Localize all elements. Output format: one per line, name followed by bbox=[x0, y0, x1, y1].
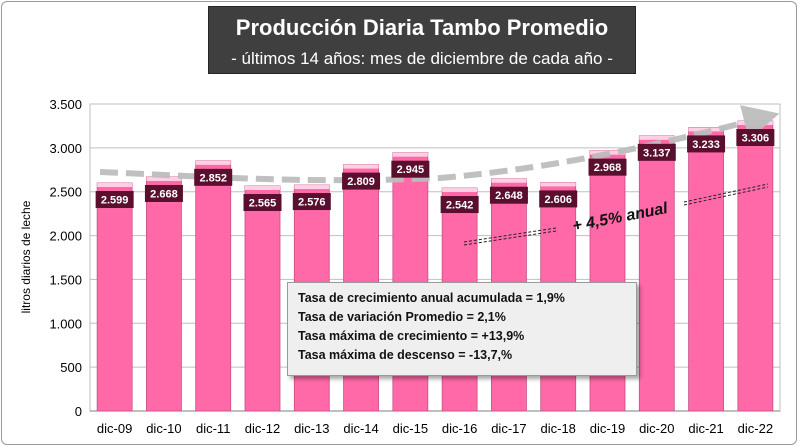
data-label-bg bbox=[292, 193, 331, 211]
bar bbox=[146, 176, 182, 412]
x-tick-label: dic-21 bbox=[688, 421, 723, 436]
data-label: 2.565 bbox=[249, 198, 277, 210]
data-label: 3.137 bbox=[643, 147, 671, 159]
bar bbox=[737, 120, 774, 412]
bar-top-highlight bbox=[639, 135, 675, 140]
data-label-bg bbox=[95, 191, 134, 209]
x-tick-label: dic-18 bbox=[541, 421, 576, 436]
bar-top-highlight bbox=[491, 178, 527, 183]
data-labels: 2.599 2.668 2.852 2.565 2.576 2.809 2.945 2.542… bbox=[95, 129, 775, 214]
stat-max-decline: Tasa máxima de descenso = -13,7,% bbox=[298, 348, 513, 362]
bar bbox=[195, 160, 232, 412]
bar-top-highlight bbox=[97, 183, 133, 188]
data-label-bg bbox=[539, 190, 578, 208]
y-tick-label: 3.000 bbox=[49, 141, 82, 156]
data-label-bg bbox=[144, 184, 183, 202]
trend-connector bbox=[463, 227, 557, 243]
x-tick-label: dic-22 bbox=[738, 421, 773, 436]
y-tick-label: 1.000 bbox=[49, 316, 82, 331]
x-tick-label: dic-19 bbox=[590, 421, 625, 436]
x-tick-label: dic-09 bbox=[97, 421, 132, 436]
x-tick-label: dic-16 bbox=[442, 421, 477, 436]
data-label: 2.606 bbox=[544, 194, 572, 206]
data-label-bg bbox=[687, 135, 726, 153]
bar-top-highlight bbox=[343, 164, 379, 169]
data-label-bg bbox=[440, 196, 479, 214]
data-label-bg bbox=[588, 158, 627, 176]
y-tick-label: 0 bbox=[75, 404, 82, 419]
x-tick-label: dic-20 bbox=[639, 421, 674, 436]
data-label-bg bbox=[637, 143, 676, 161]
bar-top-highlight bbox=[245, 186, 280, 191]
data-label-bg bbox=[243, 194, 282, 212]
data-label: 2.576 bbox=[298, 197, 326, 209]
chart-subtitle: - últimos 14 años: mes de diciembre de c… bbox=[231, 49, 613, 68]
data-label: 2.852 bbox=[199, 172, 227, 184]
data-label-bg bbox=[391, 160, 430, 178]
data-label: 2.668 bbox=[150, 188, 178, 200]
stat-average-variation: Tasa de variación Promedio = 2,1% bbox=[298, 310, 506, 324]
bar-top-highlight bbox=[540, 182, 576, 187]
trend-connector bbox=[683, 186, 769, 206]
data-label-bg bbox=[736, 129, 775, 147]
bar-top-highlight bbox=[294, 185, 330, 190]
bar-top-highlight bbox=[392, 152, 428, 157]
data-label: 2.599 bbox=[101, 195, 129, 207]
y-tick-label: 500 bbox=[60, 360, 82, 375]
data-label: 2.542 bbox=[446, 200, 474, 212]
trend-curve bbox=[99, 105, 780, 184]
bar-top-highlight bbox=[195, 160, 231, 165]
x-tick-label: dic-14 bbox=[343, 421, 378, 436]
stat-growth-accumulated: Tasa de crecimiento anual acumulada = 1,… bbox=[298, 291, 565, 305]
data-label-bg bbox=[489, 186, 528, 204]
stat-max-growth: Tasa máxima de crecimiento = +13,9% bbox=[298, 329, 525, 343]
y-axis-label: litros diarios de leche bbox=[19, 200, 33, 313]
bar bbox=[244, 185, 281, 412]
x-tick-label: dic-10 bbox=[146, 421, 181, 436]
y-tick-label: 2.000 bbox=[49, 229, 82, 244]
data-label: 3.233 bbox=[692, 139, 720, 151]
x-tick-label: dic-12 bbox=[245, 421, 280, 436]
stats-box: Tasa de crecimiento anual acumulada = 1,… bbox=[287, 282, 637, 376]
data-label: 2.809 bbox=[347, 176, 375, 188]
data-label: 2.648 bbox=[495, 190, 523, 202]
y-tick-label: 1.500 bbox=[49, 272, 82, 287]
data-label: 2.945 bbox=[397, 164, 425, 176]
chart-title: Producción Diaria Tambo Promedio bbox=[235, 15, 609, 40]
data-label-bg bbox=[342, 172, 381, 190]
bar-top-highlight bbox=[146, 176, 182, 181]
x-tick-label: dic-17 bbox=[491, 421, 526, 436]
bar bbox=[688, 127, 724, 412]
data-label: 3.306 bbox=[742, 133, 770, 145]
axes: 0 500 1.000 1.500 2.000 2.500 3.000 3.500 dic-09… bbox=[49, 97, 773, 436]
title-box: Producción Diaria Tambo Promedio - últim… bbox=[208, 6, 636, 74]
y-tick-label: 2.500 bbox=[49, 185, 82, 200]
bar-top-highlight bbox=[442, 188, 478, 193]
x-tick-label: dic-11 bbox=[196, 421, 230, 436]
bar bbox=[638, 135, 675, 412]
trend-connector bbox=[463, 230, 557, 246]
data-label-bg bbox=[194, 168, 233, 186]
trend-connector bbox=[683, 183, 769, 203]
x-tick-label: dic-13 bbox=[294, 421, 329, 436]
y-tick-label: 3.500 bbox=[49, 97, 82, 112]
data-label: 2.968 bbox=[594, 162, 622, 174]
x-tick-label: dic-15 bbox=[393, 421, 428, 436]
bar bbox=[96, 182, 133, 412]
